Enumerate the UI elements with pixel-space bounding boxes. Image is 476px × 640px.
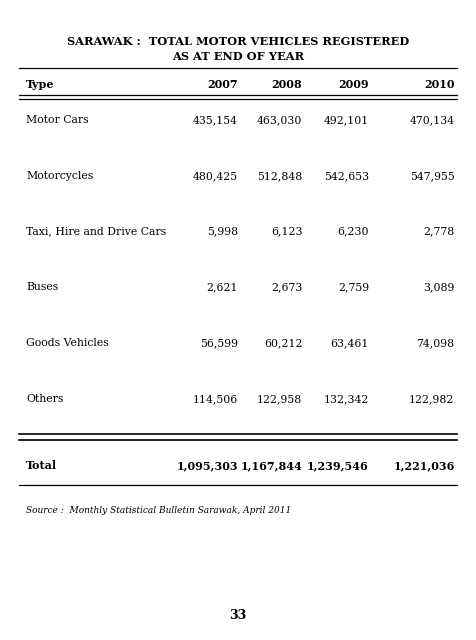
Text: SARAWAK :  TOTAL MOTOR VEHICLES REGISTERED: SARAWAK : TOTAL MOTOR VEHICLES REGISTERE…	[67, 36, 409, 47]
Text: Motorcycles: Motorcycles	[26, 171, 93, 181]
Text: 1,167,844: 1,167,844	[240, 460, 302, 472]
Text: 463,030: 463,030	[257, 115, 302, 125]
Text: 492,101: 492,101	[324, 115, 369, 125]
Text: 2,673: 2,673	[271, 282, 302, 292]
Text: Type: Type	[26, 79, 55, 90]
Text: 480,425: 480,425	[193, 171, 238, 181]
Text: Others: Others	[26, 394, 64, 404]
Text: 2010: 2010	[424, 79, 455, 90]
Text: 512,848: 512,848	[257, 171, 302, 181]
Text: 435,154: 435,154	[193, 115, 238, 125]
Text: 2008: 2008	[272, 79, 302, 90]
Text: Taxi, Hire and Drive Cars: Taxi, Hire and Drive Cars	[26, 227, 166, 237]
Text: 60,212: 60,212	[264, 338, 302, 348]
Text: 6,123: 6,123	[271, 227, 302, 237]
Text: 1,221,036: 1,221,036	[393, 460, 455, 472]
Text: 2,759: 2,759	[338, 282, 369, 292]
Text: Source :  Monthly Statistical Bulletin Sarawak, April 2011: Source : Monthly Statistical Bulletin Sa…	[26, 506, 291, 515]
Text: 122,958: 122,958	[257, 394, 302, 404]
Text: 2,778: 2,778	[423, 227, 455, 237]
Text: 5,998: 5,998	[207, 227, 238, 237]
Text: 56,599: 56,599	[200, 338, 238, 348]
Text: Total: Total	[26, 460, 57, 472]
Text: 122,982: 122,982	[409, 394, 455, 404]
Text: 74,098: 74,098	[416, 338, 455, 348]
Text: 2009: 2009	[338, 79, 369, 90]
Text: 2007: 2007	[208, 79, 238, 90]
Text: 542,653: 542,653	[324, 171, 369, 181]
Text: 470,134: 470,134	[409, 115, 455, 125]
Text: 2,621: 2,621	[207, 282, 238, 292]
Text: 1,239,546: 1,239,546	[307, 460, 369, 472]
Text: 3,089: 3,089	[423, 282, 455, 292]
Text: 63,461: 63,461	[330, 338, 369, 348]
Text: 132,342: 132,342	[324, 394, 369, 404]
Text: 114,506: 114,506	[193, 394, 238, 404]
Text: 33: 33	[229, 609, 247, 622]
Text: 1,095,303: 1,095,303	[177, 460, 238, 472]
Text: Motor Cars: Motor Cars	[26, 115, 89, 125]
Text: 547,955: 547,955	[410, 171, 455, 181]
Text: Goods Vehicles: Goods Vehicles	[26, 338, 109, 348]
Text: 6,230: 6,230	[337, 227, 369, 237]
Text: AS AT END OF YEAR: AS AT END OF YEAR	[172, 51, 304, 62]
Text: Buses: Buses	[26, 282, 59, 292]
